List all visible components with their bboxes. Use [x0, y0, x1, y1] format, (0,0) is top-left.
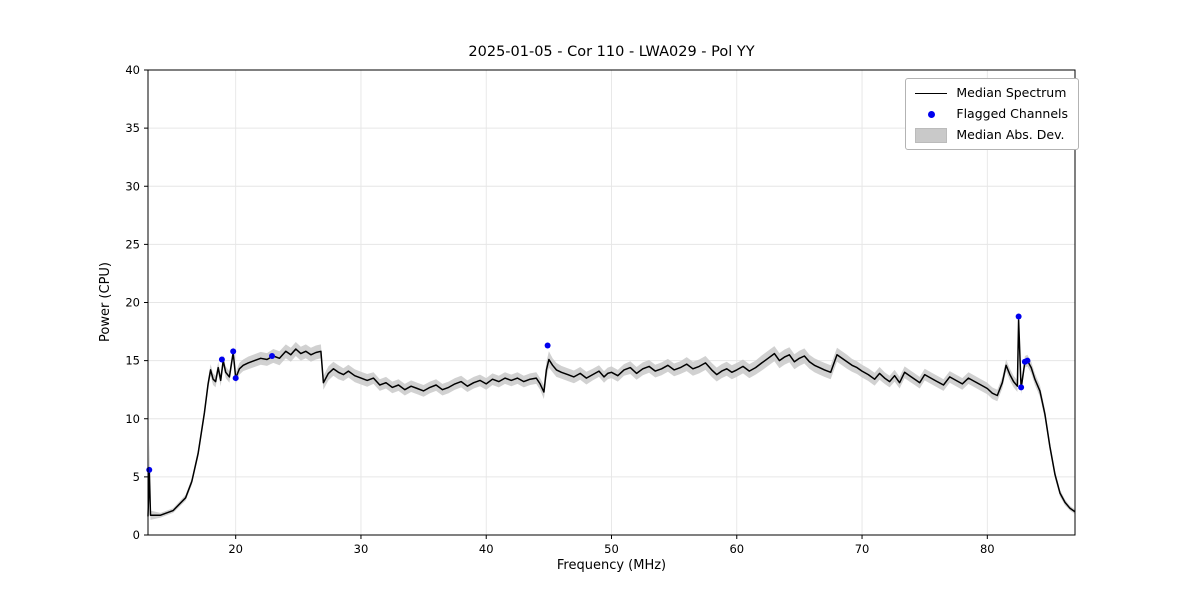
x-tick-label: 30 [354, 542, 369, 556]
y-tick-label: 10 [125, 412, 140, 426]
mad-patch-swatch-icon [915, 127, 948, 143]
legend-item-median-spectrum: Median Spectrum [915, 86, 1068, 100]
y-tick-label: 15 [125, 354, 140, 368]
y-tick-label: 30 [125, 179, 140, 193]
flagged-channel-marker [1015, 313, 1022, 320]
x-tick-label: 80 [980, 542, 995, 556]
flagged-channel-marker [232, 375, 239, 382]
legend-label: Median Spectrum [956, 85, 1067, 100]
x-tick-label: 70 [855, 542, 870, 556]
y-tick-label: 25 [125, 237, 140, 251]
x-tick-label: 60 [729, 542, 744, 556]
mad-band [148, 314, 1075, 520]
y-tick-label: 5 [133, 470, 140, 484]
legend-item-flagged-channels: Flagged Channels [915, 107, 1068, 121]
median-spectrum-line [147, 319, 1076, 517]
flagged-channel-marker [146, 466, 153, 473]
flagged-channel-marker [269, 352, 276, 359]
x-axis-label: Frequency (MHz) [556, 558, 667, 573]
y-tick-label: 0 [133, 528, 140, 542]
x-tick-label: 40 [479, 542, 494, 556]
y-tick-label: 35 [125, 121, 140, 135]
flagged-channel-marker [544, 342, 551, 349]
flagged-channel-marker [1018, 384, 1025, 391]
legend-label: Median Abs. Dev. [956, 127, 1065, 142]
y-tick-label: 20 [125, 296, 140, 310]
flagged-dot-swatch-icon [915, 107, 947, 121]
y-tick-label: 40 [125, 63, 140, 77]
legend-item-mad-band: Median Abs. Dev. [915, 127, 1068, 143]
x-tick-label: 20 [228, 542, 243, 556]
y-axis-label-text: Power (CPU) [98, 261, 113, 343]
flagged-channel-marker [218, 356, 225, 363]
legend-label: Flagged Channels [956, 106, 1068, 121]
x-tick-label: 50 [604, 542, 619, 556]
flagged-channel-marker [1024, 357, 1031, 364]
flagged-channel-marker [230, 348, 237, 355]
legend: Median Spectrum Flagged Channels Median … [905, 78, 1079, 150]
median-line-swatch-icon [915, 86, 948, 100]
chart-title: 2025-01-05 - Cor 110 - LWA029 - Pol YY [468, 44, 755, 60]
